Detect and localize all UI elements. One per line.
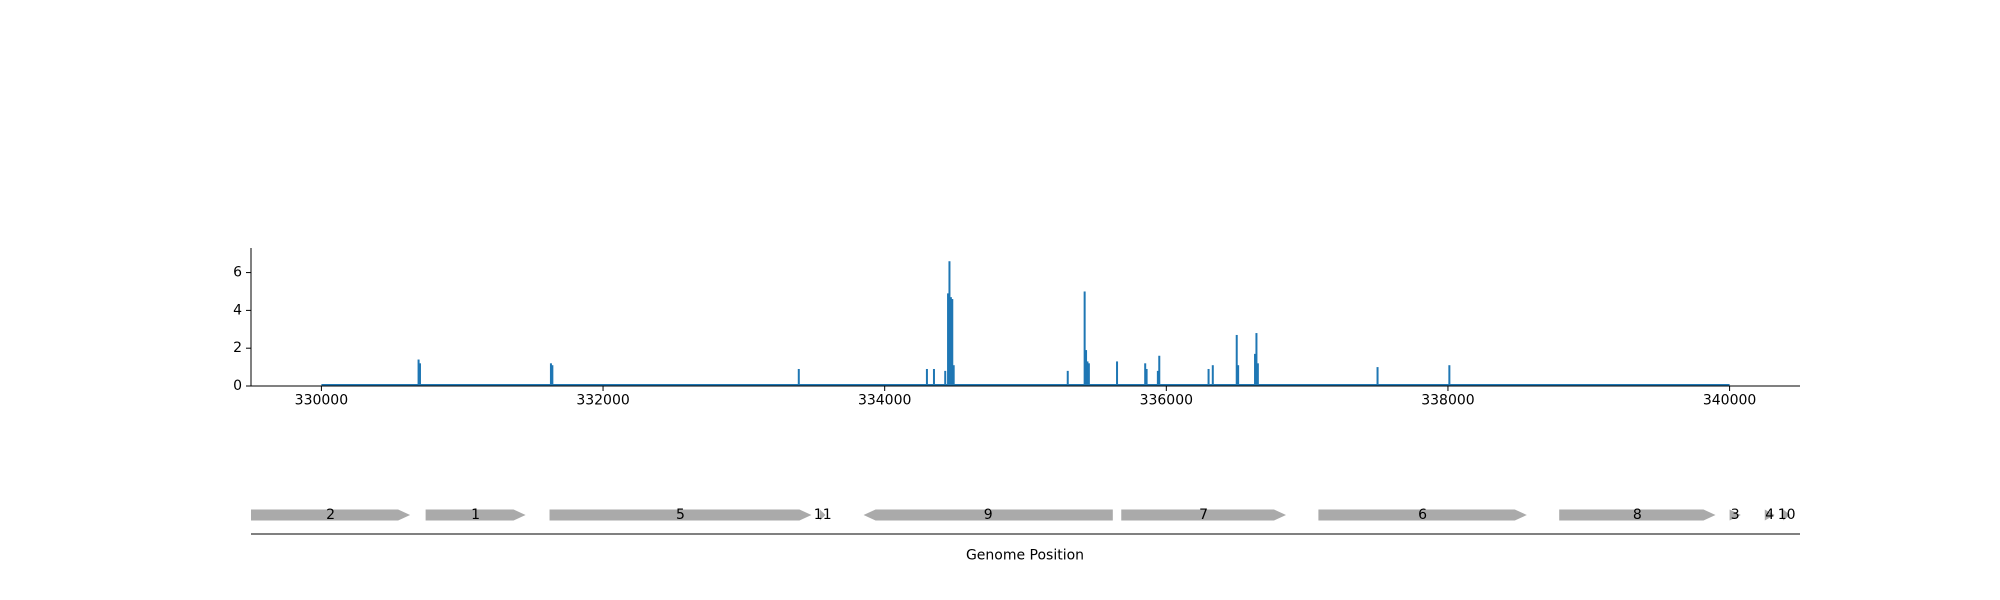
gene-label: 2 — [326, 507, 335, 523]
gene-label: 9 — [984, 507, 993, 523]
coverage-bar — [1237, 365, 1240, 386]
gene-label: 6 — [1418, 507, 1427, 523]
gene-arrow — [1121, 509, 1287, 521]
coverage-bar — [1085, 350, 1088, 386]
coverage-bar — [1086, 361, 1089, 386]
coverage-bar — [952, 365, 955, 386]
coverage-bar — [1256, 363, 1259, 386]
coverage-bar — [949, 297, 952, 386]
gene-label: 8 — [1633, 507, 1642, 523]
coverage-bar — [1254, 353, 1257, 386]
gene-arrow — [819, 509, 826, 521]
gene-arrow — [1559, 509, 1716, 521]
coverage-bar — [1211, 365, 1214, 386]
coverage-bar — [1066, 370, 1069, 386]
gene-arrow — [251, 509, 411, 521]
x-tick-label: 330000 — [295, 393, 348, 409]
coverage-bar — [797, 368, 800, 386]
gene-arrow — [1318, 509, 1527, 521]
x-tick-label: 336000 — [1140, 393, 1193, 409]
gene-label: 3 — [1731, 507, 1740, 523]
coverage-bar — [951, 299, 954, 386]
coverage-bar — [1376, 367, 1379, 386]
coverage-bar — [944, 370, 947, 386]
coverage-bar — [1145, 368, 1148, 386]
gene-label: 4 — [1765, 507, 1774, 523]
coverage-bar — [1087, 363, 1090, 386]
coverage-bar — [932, 368, 935, 386]
coverage-bar — [925, 368, 928, 386]
y-tick-label: 6 — [233, 265, 242, 281]
gene-arrow — [1764, 509, 1775, 521]
gene-label: 7 — [1199, 507, 1208, 523]
coverage-bar — [1158, 355, 1161, 386]
y-tick-label: 0 — [233, 378, 242, 394]
gene-label: 10 — [1778, 507, 1796, 523]
coverage-bar — [1448, 365, 1451, 386]
gene-arrow — [1729, 509, 1741, 521]
coverage-bar — [417, 359, 420, 386]
x-tick-label: 340000 — [1703, 393, 1756, 409]
y-tick-label: 4 — [233, 302, 242, 318]
coverage-bar — [1156, 370, 1159, 386]
coverage-bar — [1207, 368, 1210, 386]
gene-arrow — [425, 509, 526, 521]
coverage-bar — [947, 293, 950, 386]
gene-label: 5 — [676, 507, 685, 523]
gene-label: 1 — [471, 507, 480, 523]
gene-arrow — [863, 509, 1113, 521]
coverage-panel: 330000 332000 334000 336000 338000 340000 0 2 4… — [233, 248, 1800, 409]
coverage-bar — [1235, 334, 1238, 386]
coverage-bar — [1255, 333, 1258, 386]
coverage-bar — [948, 261, 951, 386]
gene-arrow — [549, 509, 812, 521]
coverage-bar — [1116, 361, 1119, 386]
coverage-bar — [1083, 291, 1086, 386]
gene-label: 11 — [814, 507, 832, 523]
coverage-bar — [551, 365, 554, 386]
gene-arrow — [1783, 509, 1791, 521]
coverage-bar — [549, 363, 552, 386]
y-tick-label: 2 — [233, 340, 242, 356]
gene-map-panel: 2 1 5 11 9 7 6 8 3 4 10 Genome Position — [251, 507, 1800, 564]
x-tick-label: 338000 — [1421, 393, 1474, 409]
x-tick-label: 332000 — [576, 393, 629, 409]
coverage-bar — [418, 363, 421, 386]
gene-map-x-axis-label: Genome Position — [966, 548, 1084, 564]
x-tick-label: 334000 — [858, 393, 911, 409]
coverage-bar — [1144, 363, 1147, 386]
